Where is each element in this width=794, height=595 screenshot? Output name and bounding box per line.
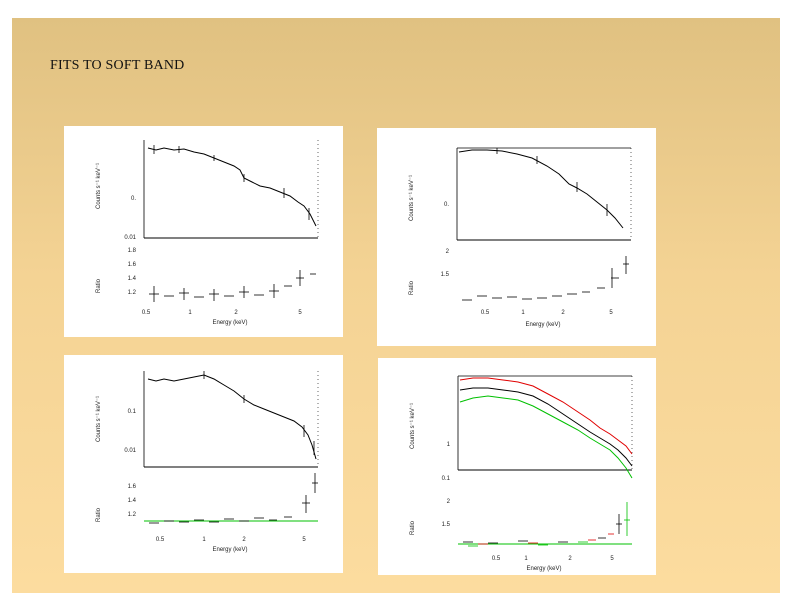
spectrum-panel-bottom-left: Counts s⁻¹ keV⁻¹ 0.1 0.01 Ratio 1.6 1.4 … (64, 355, 343, 573)
counts-error-bars (153, 145, 310, 220)
ratio-tick: 1.6 (128, 484, 137, 490)
counts-tick: 0.1 (128, 409, 137, 415)
x-tick: 5 (298, 310, 302, 316)
counts-spectrum-black (459, 387, 633, 467)
x-tick: 1 (202, 537, 206, 543)
counts-error-bars (203, 371, 315, 455)
slide-title: FITS TO SOFT BAND (50, 58, 185, 73)
spectrum-plot-bottom-right: Counts s⁻¹ keV⁻¹ 1 0.1 Ratio 2 1.5 (410, 375, 633, 572)
spectrum-panel-bottom-right: Counts s⁻¹ keV⁻¹ 1 0.1 Ratio 2 1.5 (378, 358, 656, 575)
spectrum-panel-top-left: Counts s⁻¹ keV⁻¹ 0. 0.01 Ratio 1.8 1.6 1… (64, 126, 343, 337)
x-tick: 2 (568, 556, 572, 562)
ratio-tick: 2 (446, 249, 450, 255)
ratio-tick: 1.4 (128, 498, 137, 504)
counts-spectrum-green (459, 395, 633, 479)
x-tick: 5 (302, 537, 306, 543)
spectrum-plot-top-right: Counts s⁻¹ keV⁻¹ 0. Ratio 2 1.5 0.5 1 2 … (409, 147, 632, 328)
spectrum-panel-top-right: Counts s⁻¹ keV⁻¹ 0. Ratio 2 1.5 0.5 1 2 … (377, 128, 656, 346)
x-tick: 1 (188, 310, 192, 316)
counts-tick: 0.01 (124, 235, 136, 241)
counts-axis-label: Counts s⁻¹ keV⁻¹ (96, 163, 102, 209)
slide: FITS TO SOFT BAND Counts s⁻¹ keV⁻¹ 0. 0.… (12, 18, 780, 593)
counts-axis-label: Counts s⁻¹ keV⁻¹ (410, 403, 416, 449)
counts-tick: 0. (444, 202, 449, 208)
ratio-points (149, 473, 318, 524)
ratio-tick: 1.2 (128, 290, 137, 296)
counts-axis-label: Counts s⁻¹ keV⁻¹ (96, 396, 102, 442)
counts-tick: 0.1 (442, 476, 451, 482)
x-tick: 1 (524, 556, 528, 562)
spectrum-plot-bottom-left: Counts s⁻¹ keV⁻¹ 0.1 0.01 Ratio 1.6 1.4 … (96, 371, 319, 553)
x-tick: 2 (242, 537, 246, 543)
x-tick: 0.5 (142, 310, 151, 316)
x-tick: 5 (610, 556, 614, 562)
x-tick: 1 (521, 310, 525, 316)
counts-spectrum (147, 147, 317, 227)
ratio-points-green (468, 502, 630, 547)
ratio-tick: 2 (447, 499, 451, 505)
ratio-axis-label: Ratio (96, 507, 102, 522)
x-axis-label: Energy (keV) (212, 320, 247, 326)
x-tick: 0.5 (492, 556, 501, 562)
ratio-tick: 1.4 (128, 276, 137, 282)
counts-spectrum (147, 374, 317, 460)
counts-error-bars (496, 148, 608, 216)
ratio-points (149, 270, 316, 302)
ratio-tick: 1.8 (128, 248, 137, 254)
ratio-points-black (463, 514, 622, 544)
spectrum-plot-top-left: Counts s⁻¹ keV⁻¹ 0. 0.01 Ratio 1.8 1.6 1… (96, 140, 319, 326)
ratio-axis-label: Ratio (410, 520, 416, 535)
x-tick: 2 (561, 310, 565, 316)
x-tick: 2 (234, 310, 238, 316)
ratio-tick: 1.2 (128, 512, 137, 518)
x-tick: 5 (609, 310, 613, 316)
x-tick: 0.5 (156, 537, 165, 543)
x-axis-label: Energy (keV) (212, 547, 247, 553)
ratio-axis-label: Ratio (409, 280, 415, 295)
x-axis-label: Energy (keV) (525, 322, 560, 328)
ratio-points-red (478, 533, 614, 545)
ratio-points (462, 256, 629, 301)
counts-axis-label: Counts s⁻¹ keV⁻¹ (409, 175, 415, 221)
ratio-tick: 1.5 (441, 272, 450, 278)
counts-tick: 1 (447, 442, 451, 448)
counts-spectrum-red (459, 377, 633, 455)
x-axis-label: Energy (keV) (526, 566, 561, 572)
counts-tick: 0. (131, 196, 136, 202)
counts-spectrum (458, 149, 624, 229)
ratio-tick: 1.5 (442, 522, 451, 528)
x-tick: 0.5 (481, 310, 490, 316)
counts-tick: 0.01 (124, 448, 136, 454)
ratio-axis-label: Ratio (96, 278, 102, 293)
ratio-tick: 1.6 (128, 262, 137, 268)
